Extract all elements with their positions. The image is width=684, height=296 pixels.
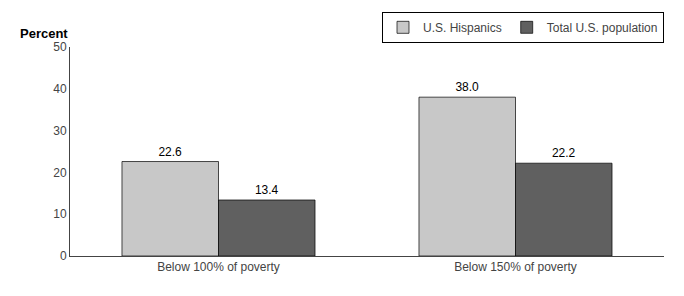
svg-text:Percent: Percent	[20, 26, 68, 41]
svg-text:Below 100% of poverty: Below 100% of poverty	[157, 260, 280, 274]
svg-text:50: 50	[53, 40, 67, 54]
svg-text:13.4: 13.4	[255, 183, 279, 197]
svg-text:0: 0	[60, 249, 67, 263]
svg-text:Below 150% of poverty: Below 150% of poverty	[454, 260, 577, 274]
svg-text:22.6: 22.6	[158, 145, 182, 159]
svg-text:40: 40	[53, 82, 67, 96]
svg-text:Total U.S. population: Total U.S. population	[547, 21, 658, 35]
svg-text:38.0: 38.0	[455, 80, 479, 94]
svg-text:10: 10	[53, 207, 67, 221]
svg-text:30: 30	[53, 124, 67, 138]
svg-text:20: 20	[53, 166, 67, 180]
svg-text:U.S. Hispanics: U.S. Hispanics	[423, 21, 502, 35]
svg-text:22.2: 22.2	[552, 146, 576, 160]
